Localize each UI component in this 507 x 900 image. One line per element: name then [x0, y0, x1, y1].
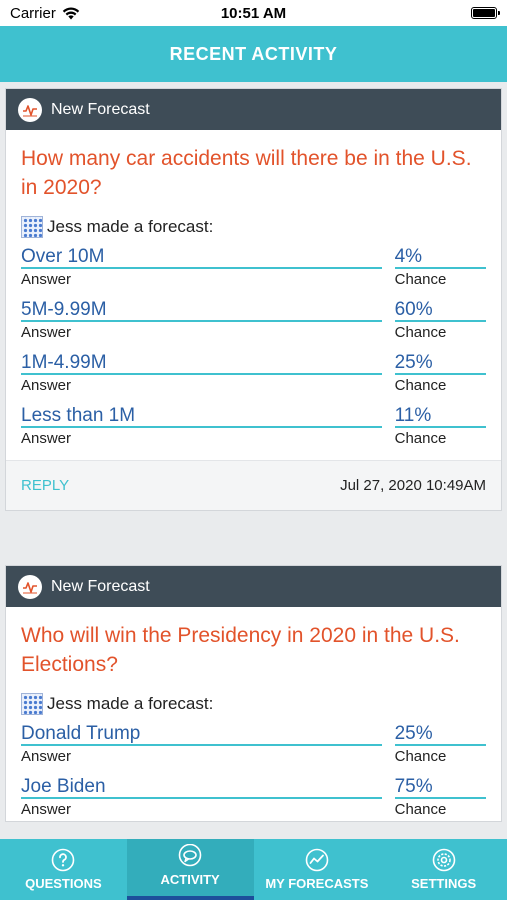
chance-label: Chance — [394, 801, 447, 818]
chance-value: 25% — [394, 721, 486, 746]
tab-label: SETTINGS — [411, 876, 477, 891]
carrier-label: Carrier — [10, 4, 56, 22]
chance-label: Chance — [394, 271, 447, 288]
answer-label: Answer — [21, 801, 72, 818]
forecast-row: Less than 1M Answer 11% Chance — [6, 403, 501, 450]
forecast-row: Donald Trump Answer 25% Chance — [6, 721, 501, 768]
chance-label: Chance — [394, 324, 447, 341]
reply-button[interactable]: REPLY — [21, 477, 70, 494]
activity-card: New Forecast Who will win the Presidency… — [5, 565, 502, 822]
answer-label: Answer — [21, 748, 72, 765]
tab-my-forecasts[interactable]: MY FORECASTS — [254, 839, 381, 900]
answer-value: Joe Biden — [21, 774, 382, 799]
answer-label: Answer — [21, 324, 72, 341]
avatar — [21, 216, 43, 238]
forecast-pulse-icon — [18, 97, 42, 122]
card-header: New Forecast — [6, 89, 501, 130]
forecaster-text: Jess made a forecast: — [47, 217, 214, 236]
answer-value: 5M-9.99M — [21, 297, 382, 322]
answer-label: Answer — [21, 377, 72, 394]
forecast-row: Over 10M Answer 4% Chance — [6, 244, 501, 291]
card-header: New Forecast — [6, 566, 501, 607]
forecaster-line: Jess made a forecast: — [6, 679, 501, 715]
page-title: RECENT ACTIVITY — [169, 43, 338, 64]
forecast-row: 5M-9.99M Answer 60% Chance — [6, 297, 501, 344]
forecast-row: Joe Biden Answer 75% Chance — [6, 774, 501, 821]
tab-label: ACTIVITY — [160, 872, 220, 887]
settings-icon — [432, 848, 455, 872]
chance-value: 60% — [394, 297, 486, 322]
card-footer: REPLY Jul 27, 2020 10:49AM — [6, 460, 501, 510]
answer-value: Donald Trump — [21, 721, 382, 746]
forecaster-text: Jess made a forecast: — [47, 694, 214, 713]
card-header-label: New Forecast — [51, 577, 150, 595]
tab-questions[interactable]: QUESTIONS — [0, 839, 127, 900]
forecast-row: 1M-4.99M Answer 25% Chance — [6, 350, 501, 397]
chance-value: 75% — [394, 774, 486, 799]
forecast-pulse-icon — [18, 574, 42, 599]
tab-activity[interactable]: ACTIVITY — [126, 839, 254, 900]
answer-label: Answer — [21, 430, 72, 447]
tab-bar: QUESTIONS ACTIVITY MY FORECASTS SETTINGS — [0, 839, 507, 900]
timestamp: Jul 27, 2020 10:49AM — [340, 477, 486, 494]
chance-value: 11% — [394, 403, 486, 428]
question-icon — [52, 848, 75, 872]
question-title[interactable]: Who will win the Presidency in 2020 in t… — [21, 624, 460, 676]
chance-label: Chance — [394, 748, 447, 765]
chance-label: Chance — [394, 377, 447, 394]
card-header-label: New Forecast — [51, 100, 150, 118]
status-bar: Carrier 10:51 AM — [0, 0, 507, 26]
status-left: Carrier — [10, 5, 80, 22]
forecaster-line: Jess made a forecast: — [6, 202, 501, 238]
activity-feed[interactable]: New Forecast How many car accidents will… — [0, 82, 507, 839]
question-title[interactable]: How many car accidents will there be in … — [21, 147, 472, 199]
answer-label: Answer — [21, 271, 72, 288]
wifi-icon — [62, 7, 80, 19]
tab-label: QUESTIONS — [25, 876, 102, 891]
activity-icon — [178, 844, 202, 867]
chance-value: 25% — [394, 350, 486, 375]
nav-bar: RECENT ACTIVITY — [0, 26, 507, 82]
answer-value: Over 10M — [21, 244, 382, 269]
chance-value: 4% — [394, 244, 486, 269]
answer-value: 1M-4.99M — [21, 350, 382, 375]
avatar — [21, 693, 43, 715]
forecasts-icon — [305, 848, 329, 872]
chance-label: Chance — [394, 430, 447, 447]
tab-settings[interactable]: SETTINGS — [380, 839, 507, 900]
answer-value: Less than 1M — [21, 403, 382, 428]
battery-icon — [471, 7, 500, 19]
tab-label: MY FORECASTS — [265, 876, 369, 891]
activity-card: New Forecast How many car accidents will… — [5, 88, 502, 511]
